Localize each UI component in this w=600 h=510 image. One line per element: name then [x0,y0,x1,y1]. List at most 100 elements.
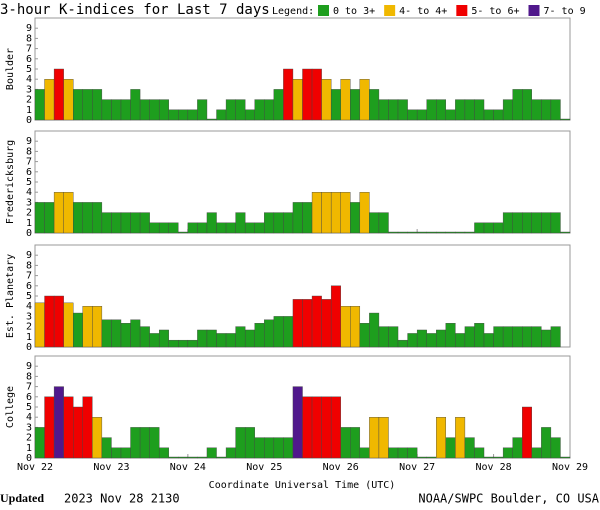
bar [53,68,64,121]
bar [407,447,418,459]
legend-swatch [456,5,468,16]
y-tick-label: 3 [26,197,32,208]
legend-label: 5- to 6+ [471,6,519,17]
bar [311,191,322,234]
y-tick-label: 3 [26,311,32,322]
y-tick-label: 9 [26,250,32,261]
bar [178,231,189,234]
x-tick-label: Nov 24 [170,462,206,473]
y-tick-label: 7 [26,271,32,282]
x-tick-label: Nov 22 [17,462,53,473]
bar [264,99,275,121]
bar [120,212,131,234]
y-tick-label: 0 [26,228,32,239]
bar [273,437,284,459]
bar [378,417,389,459]
bar [92,417,103,459]
legend-swatch [318,5,329,16]
bar [493,326,504,348]
bar [178,339,189,348]
bar [407,333,418,348]
bar [149,99,160,121]
legend-label: 7- to 9 [544,6,586,17]
bar [44,295,55,348]
y-tick-label: 4 [26,74,32,85]
bar [330,191,341,234]
bar [111,212,122,234]
bar [474,99,485,121]
bar [44,202,55,234]
bar [34,89,45,121]
bar [197,222,208,234]
bar [330,285,341,348]
bar [149,427,160,459]
bar [63,302,74,348]
bar [273,212,284,234]
bar [187,456,198,459]
bar [53,295,64,348]
bar [550,437,561,459]
y-tick-label: 2 [26,95,32,106]
bar [264,212,275,234]
y-tick-label: 5 [26,402,32,413]
y-tick-label: 4 [26,412,32,423]
bar [512,89,523,121]
bar [63,78,74,121]
bar [273,316,284,348]
bar [397,339,408,348]
y-tick-label: 1 [26,105,32,116]
bar [483,456,494,459]
bar [235,99,246,121]
y-tick-label: 6 [26,281,32,292]
legend-swatch [384,5,396,16]
bar [244,427,255,459]
y-axis-label: Boulder [5,48,16,90]
bar [225,222,236,234]
bar [44,396,55,459]
bar [550,326,561,348]
y-tick-label: 3 [26,422,32,433]
x-tick-label: Nov 25 [246,462,282,473]
bar [550,212,561,234]
bar [541,427,552,459]
bar [216,333,227,348]
y-tick-label: 0 [26,453,32,464]
bar [206,118,217,121]
bar [34,302,45,348]
bar [474,447,485,459]
bar [493,456,504,459]
bar [359,78,370,121]
footer-source: NOAA/SWPC Boulder, CO USA [418,492,599,506]
bar [225,333,236,348]
y-tick-label: 8 [26,33,32,44]
bar [359,447,370,459]
bar [292,299,303,348]
bar [82,396,93,459]
bar [139,326,150,348]
bar [522,326,532,348]
bar [34,427,45,459]
bar [82,202,93,234]
bar [178,456,189,459]
bar [197,329,208,348]
bar [541,329,552,348]
bar [407,231,418,234]
y-tick-label: 1 [26,443,32,454]
y-axis-label: Fredericksburg [5,140,16,224]
bar [216,456,227,459]
bar [321,299,332,348]
bar [120,99,131,121]
bar [73,312,83,348]
bar [302,299,313,348]
bar [369,212,380,234]
bar [302,202,313,234]
y-tick-label: 9 [26,136,32,147]
bar [73,406,83,459]
bar [120,323,131,348]
bar [311,68,322,121]
x-axis-label: Coordinate Universal Time (UTC) [209,480,396,491]
bar [502,212,513,234]
bar [369,417,380,459]
legend-title: Legend: [272,6,314,17]
